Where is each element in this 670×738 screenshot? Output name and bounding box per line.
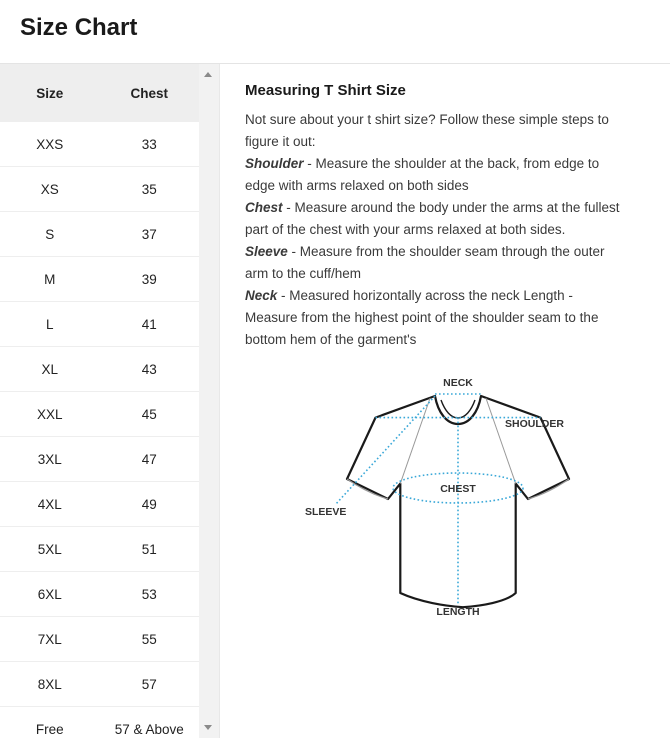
- svg-text:SHOULDER: SHOULDER: [505, 418, 564, 430]
- svg-text:CHEST: CHEST: [440, 483, 476, 495]
- svg-text:LENGTH: LENGTH: [436, 606, 479, 618]
- svg-text:NECK: NECK: [443, 377, 473, 389]
- svg-text:SLEEVE: SLEEVE: [305, 506, 346, 518]
